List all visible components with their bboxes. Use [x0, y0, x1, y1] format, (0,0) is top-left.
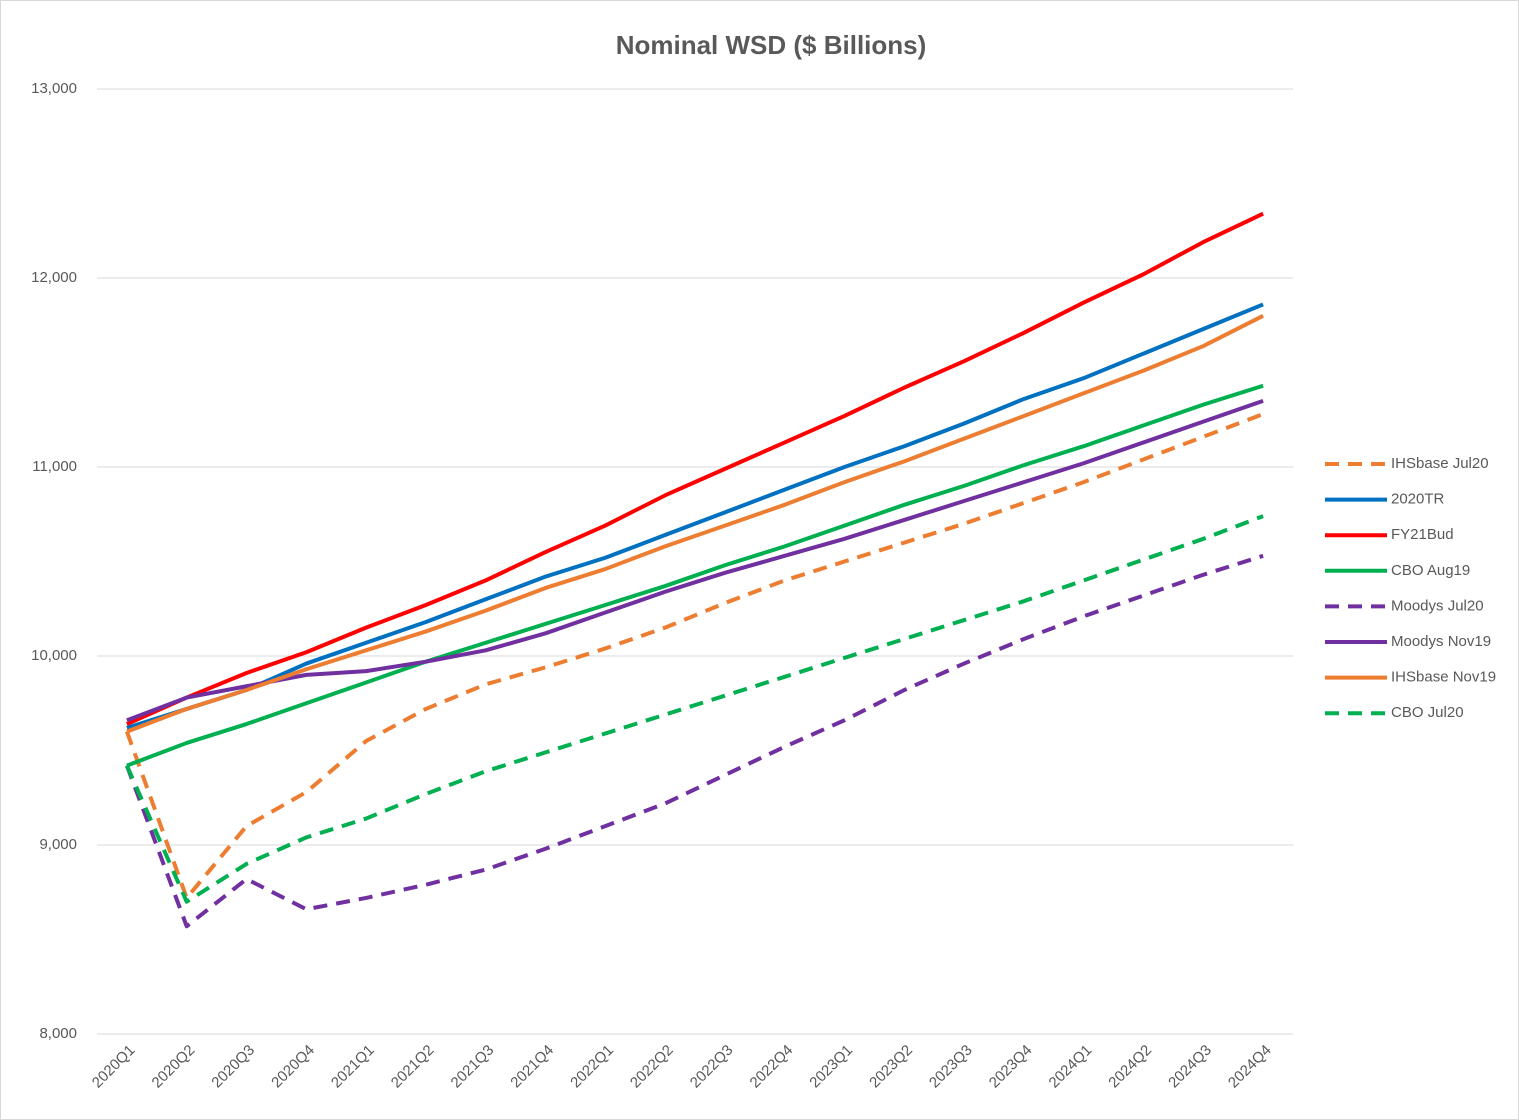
- legend-label: IHSbase Nov19: [1391, 669, 1496, 686]
- y-tick-label: 9,000: [39, 836, 77, 853]
- legend-label: CBO Aug19: [1391, 562, 1470, 579]
- series-line: [126, 302, 1264, 730]
- y-tick-label: 11,000: [32, 458, 77, 475]
- legend-label: IHSbase Jul20: [1391, 455, 1489, 472]
- legend-label: 2020TR: [1391, 491, 1445, 508]
- y-tick-label: 13,000: [31, 80, 77, 97]
- series-line: [126, 383, 1264, 768]
- series-line: [126, 398, 1264, 723]
- chart-title: Nominal WSD ($ Billions): [616, 30, 927, 60]
- legend-label: CBO Jul20: [1391, 704, 1464, 721]
- y-tick-label: 12,000: [31, 269, 77, 286]
- y-tick-label: 10,000: [31, 647, 77, 664]
- series-line: [125, 553, 1264, 929]
- legend-label: Moodys Jul20: [1391, 597, 1484, 614]
- legend-label: FY21Bud: [1391, 526, 1454, 543]
- legend-label: Moodys Nov19: [1391, 633, 1491, 650]
- series-line: [126, 211, 1264, 726]
- y-tick-label: 8,000: [39, 1025, 77, 1042]
- series-line: [126, 314, 1265, 734]
- series-line: [125, 514, 1264, 904]
- series-line: [125, 412, 1264, 900]
